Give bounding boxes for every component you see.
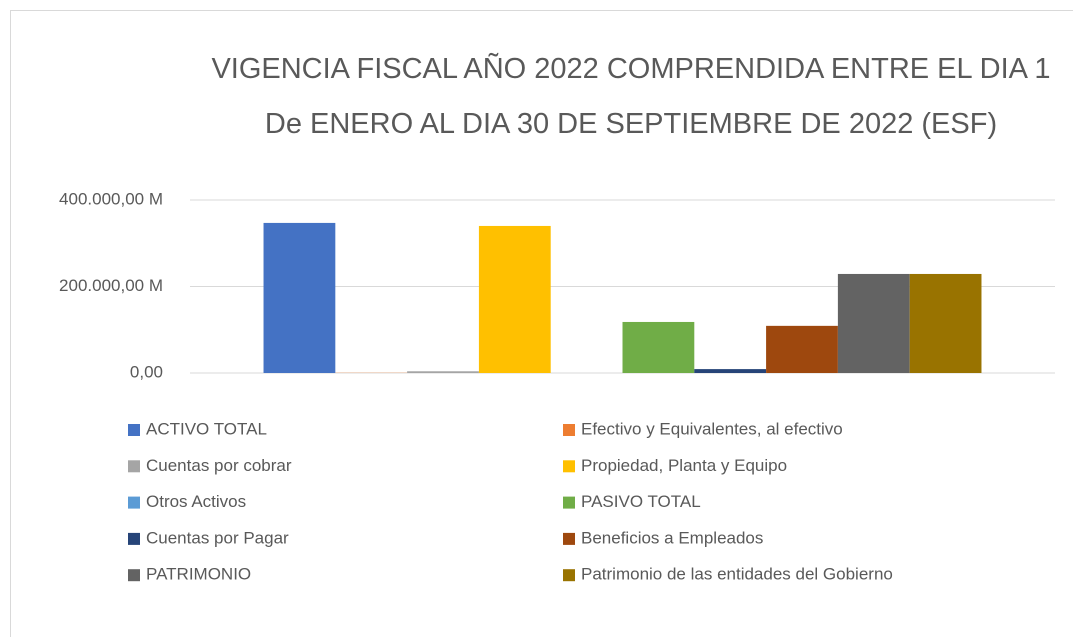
legend-swatch — [563, 496, 575, 509]
legend-label: Beneficios a Empleados — [581, 528, 763, 547]
y-tick-label: 400.000,00 M — [59, 189, 163, 208]
y-tick-label: 200.000,00 M — [59, 276, 163, 295]
y-tick-label: 0,00 — [130, 362, 163, 381]
legend-swatch — [128, 424, 140, 436]
chart-border — [10, 10, 1073, 637]
bar — [478, 225, 551, 373]
bar — [694, 369, 767, 373]
legend-label: ACTIVO TOTAL — [146, 419, 267, 438]
legend-label: PASIVO TOTAL — [581, 492, 701, 511]
legend-label: Cuentas por Pagar — [146, 528, 289, 547]
legend-swatch — [128, 496, 140, 509]
legend-swatch — [128, 569, 140, 582]
legend-swatch — [563, 460, 575, 473]
bar — [263, 222, 336, 373]
legend-label: Propiedad, Planta y Equipo — [581, 456, 787, 475]
legend-label: PATRIMONIO — [146, 565, 251, 584]
legend-swatch — [128, 532, 140, 545]
bar — [622, 321, 695, 373]
legend-label: Patrimonio de las entidades del Gobierno — [581, 565, 893, 584]
bar — [837, 273, 910, 373]
legend-label: Efectivo y Equivalentes, al efectivo — [581, 419, 843, 438]
legend-swatch — [563, 569, 575, 582]
bar — [909, 273, 982, 373]
legend-swatch — [563, 424, 575, 436]
chart-title: VIGENCIA FISCAL AÑO 2022 COMPRENDIDA ENT… — [211, 53, 1051, 140]
bar — [407, 371, 479, 373]
legend-swatch — [563, 532, 575, 545]
legend-label: Otros Activos — [146, 492, 246, 511]
bar — [766, 325, 838, 373]
legend-swatch — [128, 460, 140, 473]
legend-label: Cuentas por cobrar — [146, 456, 292, 475]
